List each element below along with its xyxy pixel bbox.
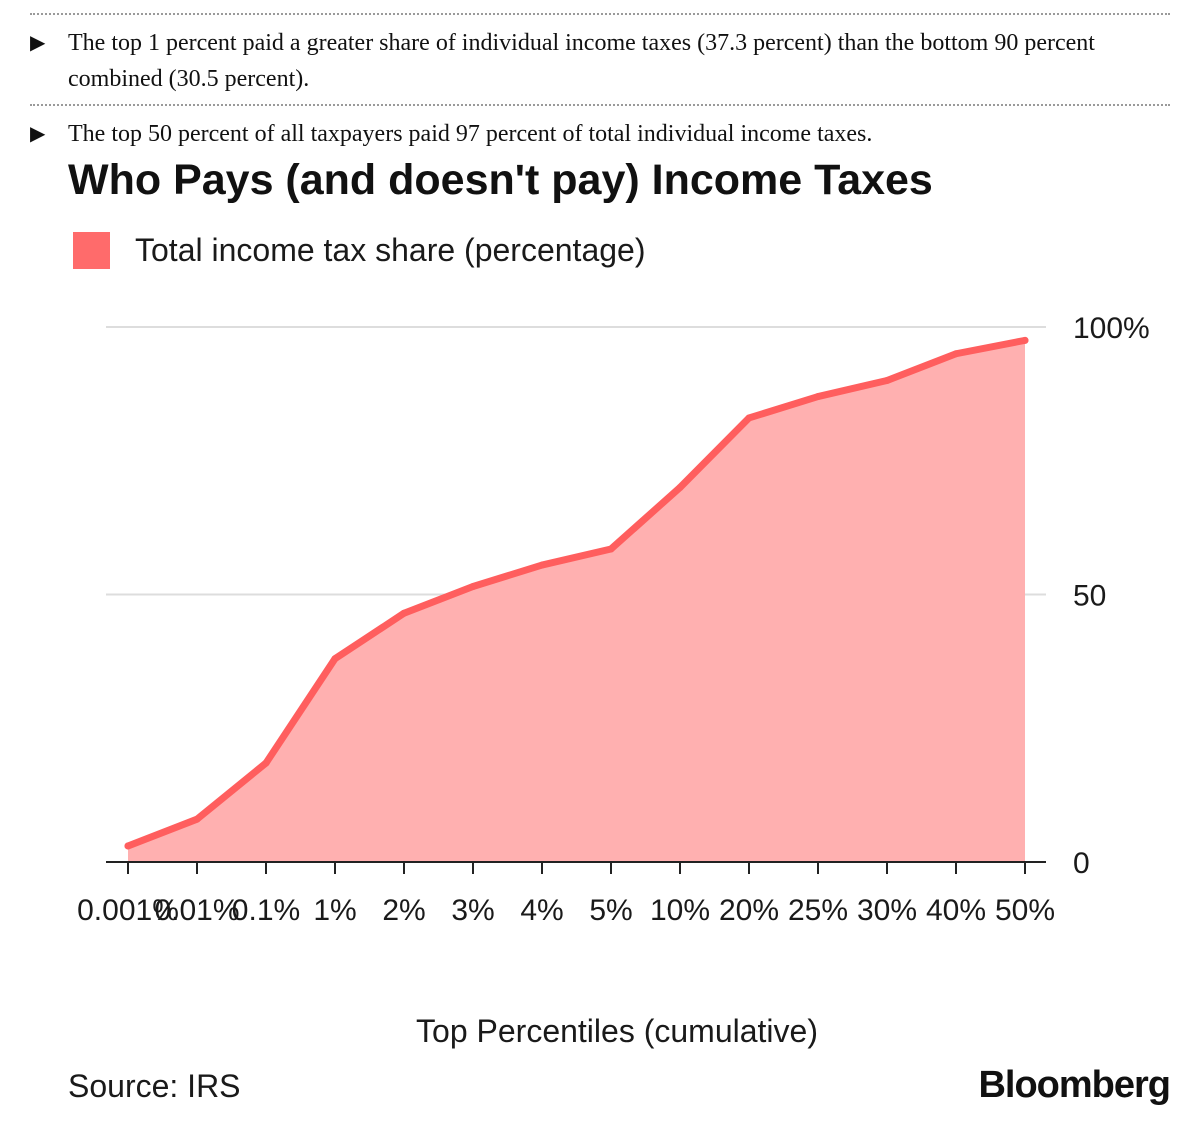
triangle-bullet-icon: ▶ (30, 123, 46, 145)
x-tick-label: 0.01% (154, 894, 239, 927)
data-point (952, 350, 960, 358)
bullet-text: The top 1 percent paid a greater share o… (68, 30, 1095, 92)
source-note: Source: IRS (68, 1068, 241, 1104)
area-fill (128, 340, 1025, 862)
bullet-point-1: ▶ The top 1 percent paid a greater share… (30, 25, 1170, 97)
data-point (469, 582, 477, 590)
series-line (124, 336, 1029, 850)
chart-legend: Total income tax share (percentage) (73, 227, 645, 273)
data-point (331, 655, 339, 663)
data-point (676, 484, 684, 491)
data-point (607, 545, 615, 553)
bullet-point-2: ▶ The top 50 percent of all taxpayers pa… (30, 116, 1170, 152)
legend-swatch (73, 231, 110, 269)
data-point (883, 377, 891, 384)
top-divider (30, 13, 1170, 15)
bullet-text: The top 50 percent of all taxpayers paid… (68, 121, 873, 147)
x-tick-label: 1% (313, 894, 356, 927)
y-tick-label: 50 (1073, 580, 1106, 613)
data-point (538, 561, 546, 569)
x-tick-label: 40% (926, 894, 986, 927)
x-tick-label: 30% (857, 894, 917, 927)
bloomberg-logo: Bloomberg (978, 1064, 1171, 1106)
x-tick-label: 3% (451, 894, 494, 927)
x-tick-label: 50% (995, 894, 1055, 927)
x-tick-label: 25% (788, 894, 848, 927)
triangle-bullet-icon: ▶ (30, 32, 46, 54)
data-point (124, 842, 132, 850)
x-tick-label: 20% (719, 894, 779, 927)
middle-divider (30, 104, 1170, 106)
y-tick-label: 100% (1073, 312, 1150, 345)
chart-title: Who Pays (and doesn't pay) Income Taxes (68, 156, 933, 204)
area-chart: 0.001%0.01%0.1% 1% 2% 3% 4% 5% 10% 20% 25% 30% 40%… (77, 312, 1150, 1049)
x-tick-label: 10% (650, 894, 710, 927)
data-point (400, 609, 408, 617)
y-tick-label: 0 (1073, 847, 1090, 880)
x-tick-label: 4% (520, 894, 563, 927)
data-point (193, 815, 201, 823)
x-tick-label: 2% (382, 894, 425, 927)
x-tick-label: 5% (589, 894, 632, 927)
data-point (814, 393, 822, 401)
legend-label: Total income tax share (percentage) (135, 231, 646, 268)
x-tick-label: 0.1% (232, 894, 300, 927)
data-point (262, 759, 270, 767)
data-point (1021, 336, 1029, 344)
x-tick-label: 0.001% (77, 894, 179, 927)
data-point (745, 414, 753, 422)
x-axis-title: Top Percentiles (cumulative) (416, 1013, 818, 1049)
